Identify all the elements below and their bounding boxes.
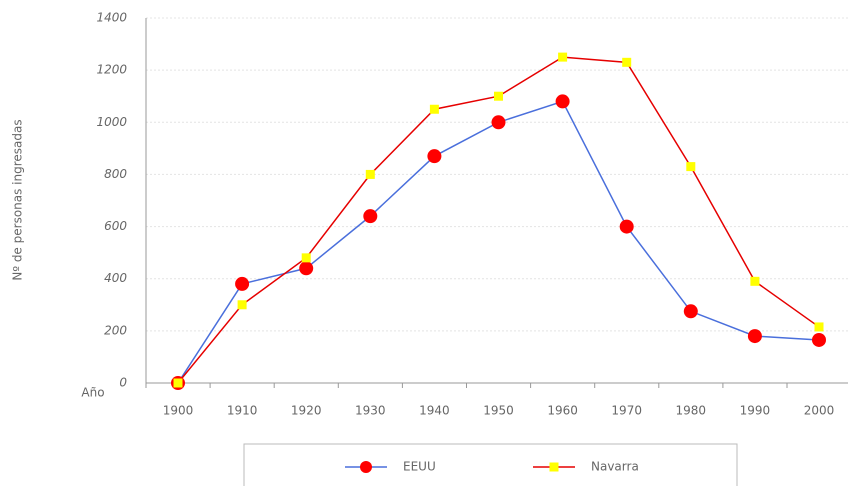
data-point <box>363 209 378 224</box>
y-tick-label: 1200 <box>96 63 127 77</box>
data-point <box>235 276 250 291</box>
data-point <box>683 304 698 319</box>
data-point <box>622 57 632 67</box>
y-tick-label: 800 <box>104 167 127 181</box>
data-point <box>686 162 696 172</box>
legend-label: EEUU <box>403 460 436 474</box>
data-point <box>494 91 503 101</box>
x-tick-label: 1920 <box>291 404 322 418</box>
x-tick-label: 1930 <box>355 404 386 418</box>
x-tick-label: 1990 <box>740 404 771 418</box>
x-tick-label: 2000 <box>804 404 835 418</box>
y-tick-label: 200 <box>104 323 127 337</box>
legend-label: Navarra <box>591 460 639 474</box>
x-tick-label: 1960 <box>547 404 578 418</box>
data-point <box>301 253 311 263</box>
data-point <box>427 149 442 164</box>
data-point <box>555 94 570 109</box>
x-tick-label: 1900 <box>163 404 194 418</box>
legend-marker <box>360 461 372 473</box>
x-tick-label: 1910 <box>227 404 258 418</box>
data-point <box>365 169 375 179</box>
y-tick-label: 0 <box>119 376 127 390</box>
y-tick-label: 600 <box>104 219 127 233</box>
x-tick-label: 1980 <box>676 404 707 418</box>
x-tick-label: 1950 <box>483 404 514 418</box>
data-point <box>619 219 634 234</box>
data-point <box>814 322 824 332</box>
y-tick-label: 1400 <box>96 11 127 25</box>
series-line <box>177 100 820 384</box>
data-point <box>750 276 760 286</box>
x-axis-label: Año <box>81 386 104 400</box>
legend-marker <box>549 462 559 472</box>
data-point <box>747 329 762 344</box>
y-tick-label: 1000 <box>96 115 127 129</box>
y-axis-label: Nº de personas ingresadas <box>11 119 25 280</box>
data-point <box>491 115 506 130</box>
x-tick-label: 1970 <box>611 404 642 418</box>
data-point <box>812 332 826 347</box>
data-point <box>299 261 314 276</box>
y-tick-label: 400 <box>104 271 127 285</box>
data-point <box>558 52 568 62</box>
series-line <box>177 56 820 384</box>
data-point <box>173 378 183 388</box>
data-point <box>429 104 439 114</box>
data-point <box>237 300 247 310</box>
x-tick-label: 1940 <box>419 404 450 418</box>
legend-box <box>243 443 738 486</box>
